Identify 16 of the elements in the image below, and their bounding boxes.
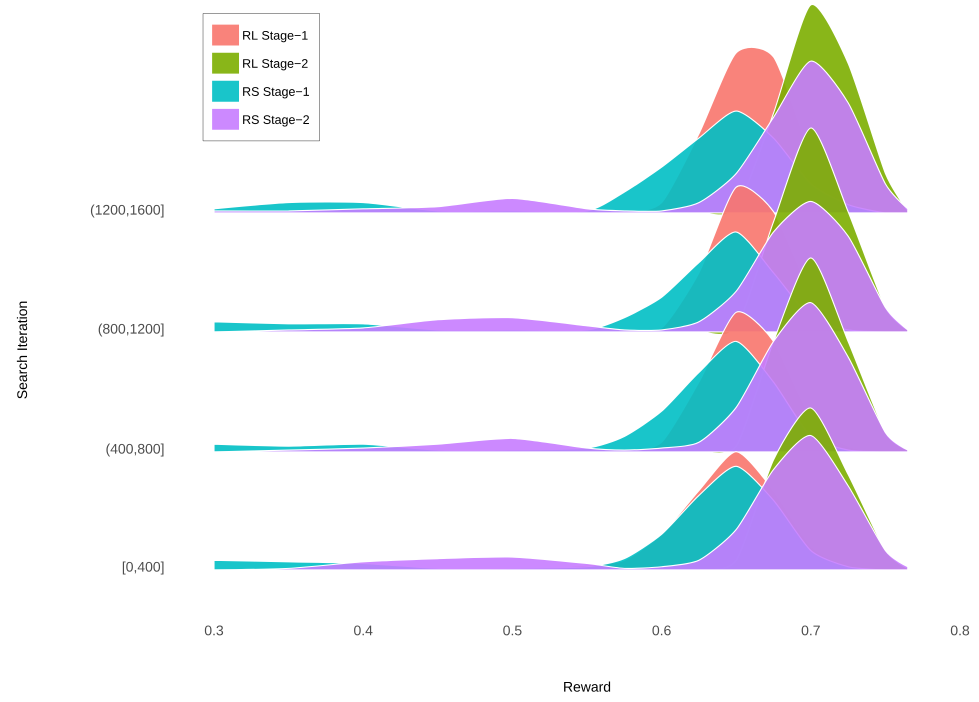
y-axis-title: [0,400]	[122, 561, 164, 574]
x-tick-label: 0.4	[354, 625, 372, 636]
x-tick-label: 0.6	[652, 625, 671, 636]
x-tick-label: 0.8	[950, 625, 970, 636]
legend-label: RS Stage−1	[243, 87, 309, 98]
legend-label: RS Stage−2	[243, 115, 309, 127]
legend-label: RL Stage−2	[243, 59, 308, 70]
x-axis-title: Reward	[564, 682, 610, 692]
text: Search Iteration	[16, 302, 28, 399]
y-axis-title: (400,800]	[106, 443, 164, 456]
y-axis-title: (1200,1600]	[90, 204, 164, 218]
legend-label: RL Stage−1	[243, 30, 308, 42]
y-axis-title: (800,1200]	[98, 323, 164, 336]
x-tick-label: 0.7	[802, 625, 820, 636]
x-tick-label: 0.5	[503, 625, 522, 636]
x-tick-label: 0.3	[204, 625, 224, 636]
